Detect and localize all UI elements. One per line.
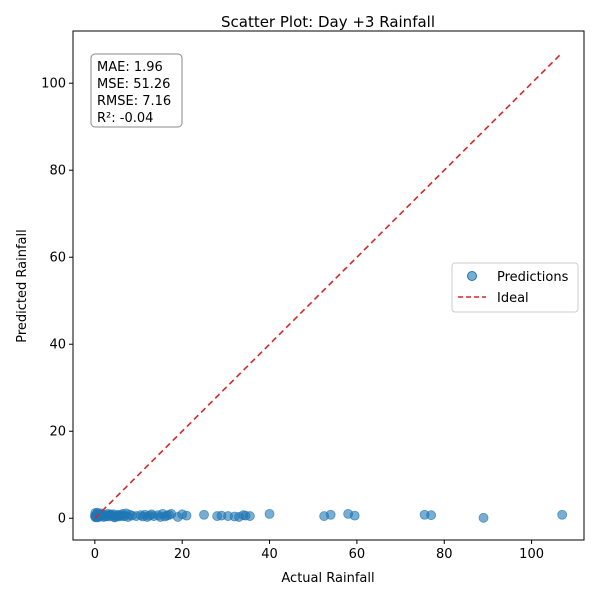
y-axis: 0 20 40 60 80 100 xyxy=(41,77,73,527)
x-tick-label: 20 xyxy=(174,547,191,562)
prediction-point xyxy=(118,511,129,521)
prediction-point xyxy=(181,510,192,521)
prediction-point xyxy=(244,511,255,521)
legend: Predictions Ideal xyxy=(451,262,579,313)
x-axis: 0 20 40 60 80 100 xyxy=(91,540,544,562)
legend-predictions-marker xyxy=(467,271,477,281)
y-tick-label: 20 xyxy=(49,425,66,440)
prediction-point xyxy=(478,512,489,523)
prediction-point xyxy=(325,509,336,520)
predictions-points xyxy=(89,507,568,523)
chart-title: Scatter Plot: Day +3 Rainfall xyxy=(221,13,435,31)
stats-r2: R²: -0.04 xyxy=(97,111,153,126)
prediction-point xyxy=(349,510,360,521)
legend-predictions-label: Predictions xyxy=(497,270,569,285)
x-tick-label: 80 xyxy=(436,547,453,562)
y-tick-label: 100 xyxy=(41,77,66,92)
stats-mse: MSE: 51.26 xyxy=(97,77,170,92)
x-tick-label: 60 xyxy=(349,547,366,562)
x-tick-label: 40 xyxy=(261,547,278,562)
stats-rmse: RMSE: 7.16 xyxy=(97,94,171,109)
prediction-point xyxy=(557,509,568,520)
y-tick-label: 80 xyxy=(49,164,66,179)
x-tick-label: 0 xyxy=(91,547,99,562)
y-tick-label: 0 xyxy=(58,512,66,527)
x-tick-label: 100 xyxy=(519,547,544,562)
y-tick-label: 40 xyxy=(49,338,66,353)
legend-ideal-label: Ideal xyxy=(497,291,529,306)
prediction-point xyxy=(264,508,275,519)
x-axis-label: Actual Rainfall xyxy=(281,571,374,586)
y-tick-label: 60 xyxy=(49,251,66,266)
prediction-point xyxy=(426,510,437,521)
stats-mae: MAE: 1.96 xyxy=(97,60,163,75)
y-axis-label: Predicted Rainfall xyxy=(15,229,30,343)
plot-area xyxy=(72,30,585,541)
stats-box: MAE: 1.96 MSE: 51.26 RMSE: 7.16 R²: -0.0… xyxy=(90,53,183,128)
prediction-point xyxy=(199,509,209,520)
